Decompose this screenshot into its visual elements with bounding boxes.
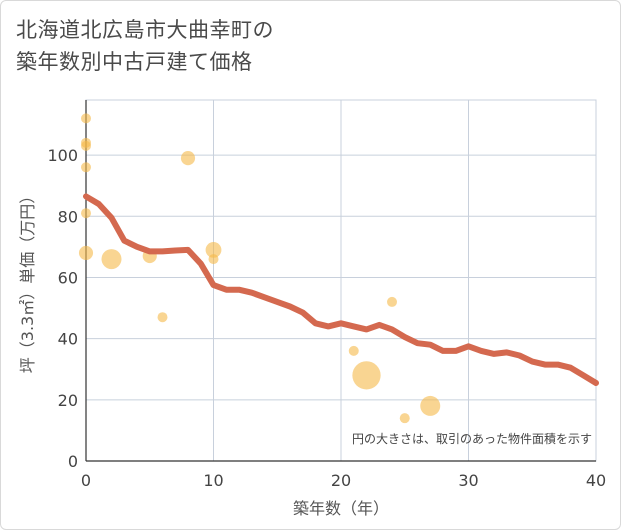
bubble-point	[348, 345, 359, 356]
bubble-point	[208, 254, 219, 265]
bubble-point	[157, 312, 168, 323]
bubble-point	[81, 208, 91, 219]
chart-title-line-1: 北海道北広島市大曲幸町の	[16, 18, 274, 42]
bubble-point	[420, 395, 441, 416]
chart-title-line-2: 築年数別中古戸建て価格	[16, 50, 253, 74]
axis-ticks: 0 10 20 30 40 0 20 40 60 80 100	[47, 146, 606, 490]
x-tick-label: 0	[81, 471, 91, 490]
bubble-point	[78, 245, 94, 261]
y-tick-label: 0	[68, 452, 78, 471]
y-tick-label: 60	[58, 268, 78, 287]
bubble-point	[399, 413, 410, 424]
bubble-point	[81, 113, 91, 124]
x-axis-label: 築年数（年）	[293, 499, 389, 518]
grid-lines	[85, 99, 597, 462]
bubble-point	[101, 249, 122, 270]
bubble-point	[352, 361, 381, 390]
bubble-series	[78, 113, 441, 424]
bubble-point	[180, 151, 196, 166]
chart-title: 北海道北広島市大曲幸町の 築年数別中古戸建て価格	[16, 14, 274, 78]
y-tick-label: 40	[58, 330, 78, 349]
y-tick-label: 80	[58, 207, 78, 226]
bubble-point	[205, 242, 222, 258]
y-tick-label: 20	[58, 391, 78, 410]
bubble-point	[81, 162, 91, 173]
bubble-point	[387, 296, 397, 307]
bubble-point	[81, 140, 91, 151]
y-axis-label: 坪（3.3㎡）単価（万円）	[18, 188, 37, 373]
x-tick-label: 30	[458, 471, 478, 490]
x-tick-label: 20	[331, 471, 351, 490]
size-note: 円の大きさは、取引のあった物件面積を示す	[352, 431, 592, 446]
trend-line	[83, 193, 599, 386]
y-tick-label: 100	[47, 146, 78, 165]
x-tick-label: 10	[203, 471, 223, 490]
x-tick-label: 40	[586, 471, 606, 490]
